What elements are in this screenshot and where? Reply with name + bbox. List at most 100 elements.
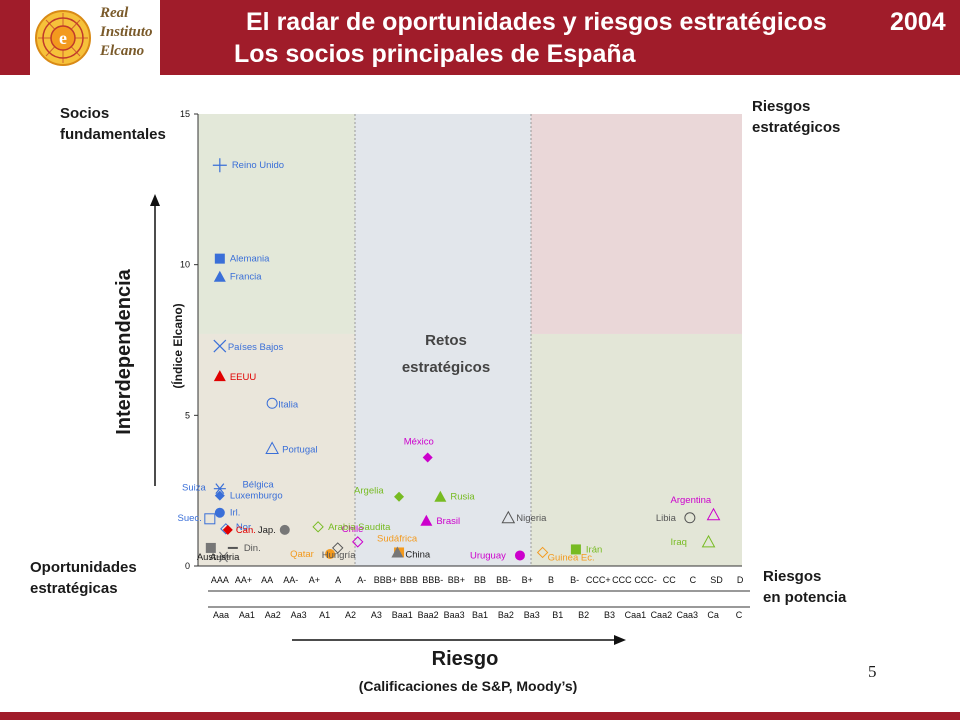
point-label: Sudáfrica [377,533,418,544]
x-tick-label-sp: BBB [400,575,418,585]
x-tick-label-sp: AA- [283,575,298,585]
marker-square-open [204,513,216,525]
marker-triangle [213,270,226,282]
point-label: Argentina [671,495,712,506]
point-label: México [404,437,434,448]
point-italia: Italia [266,397,299,410]
x-tick-label-sp: CCC+ [586,575,611,585]
point-arabia-saudita: Arabia Saudita [312,521,391,533]
point-label: Brasil [436,516,460,527]
point-m-xico: México [404,437,434,463]
marker-diamond [422,452,433,463]
marker-circle [325,548,336,559]
y-tick-label: 15 [180,109,190,119]
elcano-logo-icon: e [35,10,91,66]
x-axis-title: Riesgo [431,648,499,670]
marker-diamond-open [352,536,364,548]
y-axis-subtitle: (Índice Elcano) [170,303,185,388]
x-tick-label-moodys: B3 [604,610,615,620]
x-tick-label-moodys: Ca [707,610,719,620]
marker-diamond [222,524,233,535]
corner-top-left: Socios fundamentales [60,105,166,143]
x-tick-label-sp: D [737,575,744,585]
x-tick-label-moodys: Aaa [213,610,229,620]
logo-text: Real Instituto Elcano [100,5,153,59]
x-tick-label-sp: B [548,575,554,585]
point-argentina: Argentina [671,495,721,521]
x-tick-label-sp: A [335,575,341,585]
x-tick-label-sp: BBB- [422,575,443,585]
point-label: Argelia [354,486,384,497]
region-retos-estrategicos [355,114,531,566]
x-tick-label-sp: CC [663,575,676,585]
point-label: Aust. [197,552,219,563]
point-irl-: Irl. [214,507,240,519]
marker-triangle [391,546,404,558]
point-label: Qatar [290,549,314,560]
y-axis-title: Interdependencia [113,268,135,434]
x-tick-label-moodys: Aa2 [265,610,281,620]
y-tick-label: 10 [180,260,190,270]
marker-circle [214,507,225,518]
x-tick-label-sp: SD [710,575,723,585]
corner-bottom-left: Oportunidades estratégicas [30,559,137,597]
page-subtitle: Los socios principales de España [234,40,636,68]
x-tick-label-moodys: Baa2 [418,610,439,620]
point-jap-: Jap. [258,524,290,536]
point-reino-unido: Reino Unido [212,158,284,173]
marker-triangle [213,370,226,382]
x-arrow-head [614,635,626,645]
point-hungr-a: Hungría [322,542,357,561]
marker-circle-open [684,512,696,524]
x-tick-label-moodys: Aa3 [291,610,307,620]
x-tick-label-sp: CCC- [634,575,657,585]
x-tick-label-moodys: C [736,610,743,620]
x-tick-label-sp: AA+ [235,575,252,585]
marker-diamond-open [536,546,549,559]
region-riesgos-potencia [531,333,742,566]
point-suiza: Suiza [182,483,226,495]
point-label: Chile [342,524,364,535]
point-label: Irán [586,544,602,555]
x-tick-label-moodys: A2 [345,610,356,620]
point-label: Alemania [230,254,270,265]
x-tick-label-sp: BB [474,575,486,585]
marker-diamond-open [332,542,344,554]
marker-diamond [394,491,405,502]
marker-star [217,551,230,563]
point-nigeria: Nigeria [501,510,547,524]
footer-bar [0,712,960,720]
point-b-lgica: Bélgica [242,480,274,491]
point-iraq: Iraq [671,534,716,548]
point-pa-ses-bajos: Países Bajos [213,339,284,353]
x-tick-label-moodys: B1 [552,610,563,620]
region-socios-fundamentales [198,114,355,334]
point-francia: Francia [213,270,262,283]
point-suec-: Suec. [178,513,216,525]
x-tick-label-moodys: Caa2 [651,610,673,620]
x-tick-label-sp: CCC [612,575,632,585]
marker-triangle-open [501,510,516,524]
point-label: Hungría [322,550,357,561]
svg-text:e: e [59,28,67,48]
x-tick-label-moodys: A3 [371,610,382,620]
x-tick-label-sp: BB+ [448,575,465,585]
marker-square [205,542,216,553]
x-tick-label-moodys: Ba2 [498,610,514,620]
point-label: Nor. [236,522,253,533]
x-tick-label-sp: AA [261,575,273,585]
x-tick-label-moodys: A1 [319,610,330,620]
marker-diamond [214,490,225,501]
point-luxemburgo: Luxemburgo [214,490,283,502]
point-label: Iraq [671,537,687,548]
point-label: Reino Unido [232,160,284,171]
x-tick-label-moodys: Ba3 [524,610,540,620]
x-tick-label-sp: B- [570,575,579,585]
marker-circle-open [266,397,278,409]
title-year: 2004 [890,8,946,36]
page-title: El radar de oportunidades y riesgos estr… [246,8,827,36]
point-label: Países Bajos [228,342,284,353]
x-tick-label-moodys: Baa1 [392,610,413,620]
point-argelia: Argelia [354,486,405,502]
center-label-line2: estratégicos [402,359,490,376]
